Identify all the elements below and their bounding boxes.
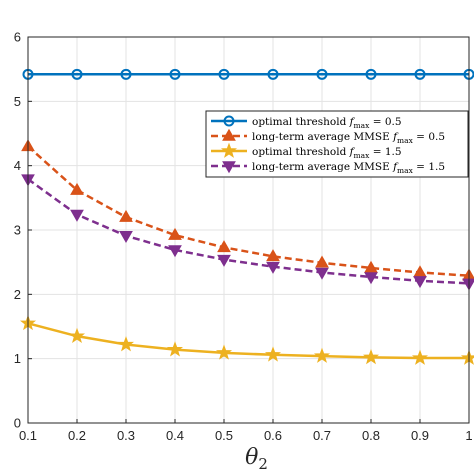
data-point	[119, 231, 133, 244]
data-point	[266, 261, 280, 274]
data-point	[413, 265, 427, 278]
legend-label-part: = 1.5	[369, 146, 401, 158]
data-point	[70, 209, 84, 222]
y-tick-label: 3	[14, 223, 21, 238]
data-point	[411, 349, 429, 365]
data-point	[267, 68, 279, 80]
data-point	[71, 68, 83, 80]
series-0	[22, 68, 474, 80]
series-layer	[19, 68, 474, 365]
data-point	[313, 347, 331, 363]
series-line	[27, 322, 469, 360]
x-tick-label: 0.2	[68, 428, 86, 443]
legend-item: long-term average MMSE fmax = 1.5	[211, 161, 445, 175]
legend-label-part: = 0.5	[369, 116, 401, 128]
x-tick-label: 0.4	[166, 428, 184, 443]
y-tick-label: 2	[14, 287, 21, 302]
y-tick-label: 1	[14, 351, 21, 366]
x-tick-label: 1	[465, 428, 472, 443]
legend-swatch-marker	[222, 161, 236, 174]
data-point	[169, 68, 181, 80]
legend-swatch-marker	[223, 115, 235, 127]
x-tick-label: 0.7	[313, 428, 331, 443]
tick-labels: 0.1 0.2 0.3 0.4 0.5 0.6 0.7 0.8 0.9 1 0 1 2 3 4 5 6	[14, 30, 473, 444]
data-point	[68, 327, 86, 343]
data-point	[120, 68, 132, 80]
series-1	[21, 139, 474, 281]
legend-swatch-marker	[220, 142, 238, 158]
legend-box	[205, 110, 469, 178]
legend-label: optimal threshold fmax = 0.5	[252, 116, 402, 130]
legend-label: optimal threshold fmax = 1.5	[252, 146, 402, 160]
x-axis-label-main: θ	[245, 445, 258, 470]
legend-label: long-term average MMSE fmax = 0.5	[252, 131, 445, 145]
data-point	[364, 272, 378, 285]
data-point	[264, 346, 282, 362]
x-tick-label: 0.3	[117, 428, 135, 443]
legend-label-part: f	[392, 131, 399, 143]
y-tick-label: 6	[14, 30, 21, 45]
data-point	[168, 227, 182, 240]
legend-label-part: long-term average MMSE	[252, 131, 393, 143]
data-point	[217, 240, 231, 253]
data-point	[217, 254, 231, 267]
legend-label-part: max	[354, 151, 371, 160]
data-point	[215, 344, 233, 360]
data-point	[168, 245, 182, 258]
legend-label-part: optimal threshold	[252, 146, 350, 158]
series-line	[27, 145, 470, 277]
data-point	[362, 348, 380, 365]
data-point	[364, 260, 378, 273]
x-tick-label: 0.1	[19, 428, 37, 443]
data-point	[315, 267, 329, 280]
x-tick-label: 0.9	[411, 428, 429, 443]
grid	[27, 36, 470, 424]
data-point	[413, 276, 427, 289]
x-axis-label: θ2	[245, 445, 268, 473]
data-point	[414, 68, 426, 80]
legend-label-part: = 1.5	[413, 161, 445, 173]
series-line	[27, 178, 470, 285]
legend-item: optimal threshold fmax = 0.5	[211, 115, 402, 130]
data-point	[460, 349, 474, 365]
data-point	[266, 249, 280, 262]
data-point	[316, 68, 328, 80]
legend-label-part: max	[397, 136, 414, 145]
legend-label-part: f	[349, 146, 356, 158]
data-point	[166, 341, 184, 357]
legend-label-part: max	[397, 166, 414, 175]
legend-label: long-term average MMSE fmax = 1.5	[252, 161, 445, 175]
x-tick-label: 0.5	[215, 428, 233, 443]
legend-swatch-marker	[222, 128, 236, 141]
legend-label-part: long-term average MMSE	[252, 161, 393, 173]
legend-label-part: f	[349, 116, 356, 128]
data-point	[119, 209, 133, 222]
legend-label-part: f	[392, 161, 399, 173]
data-point	[117, 336, 135, 352]
legend-label-part: optimal threshold	[252, 116, 350, 128]
data-point	[315, 255, 329, 268]
series-3	[21, 174, 474, 291]
x-tick-label: 0.8	[362, 428, 380, 443]
data-point	[70, 182, 84, 195]
data-point	[365, 68, 377, 80]
x-axis-label-subscript: 2	[258, 455, 268, 473]
y-tick-label: 5	[14, 94, 21, 109]
y-tick-label: 0	[14, 416, 21, 431]
x-tick-label: 0.6	[264, 428, 282, 443]
series-2	[19, 314, 474, 365]
data-point	[218, 68, 230, 80]
legend-label-part: max	[354, 121, 371, 130]
y-tick-label: 4	[14, 158, 21, 173]
legend-item: optimal threshold fmax = 1.5	[211, 142, 402, 160]
legend-item: long-term average MMSE fmax = 0.5	[211, 128, 445, 145]
legend-label-part: = 0.5	[413, 131, 445, 143]
